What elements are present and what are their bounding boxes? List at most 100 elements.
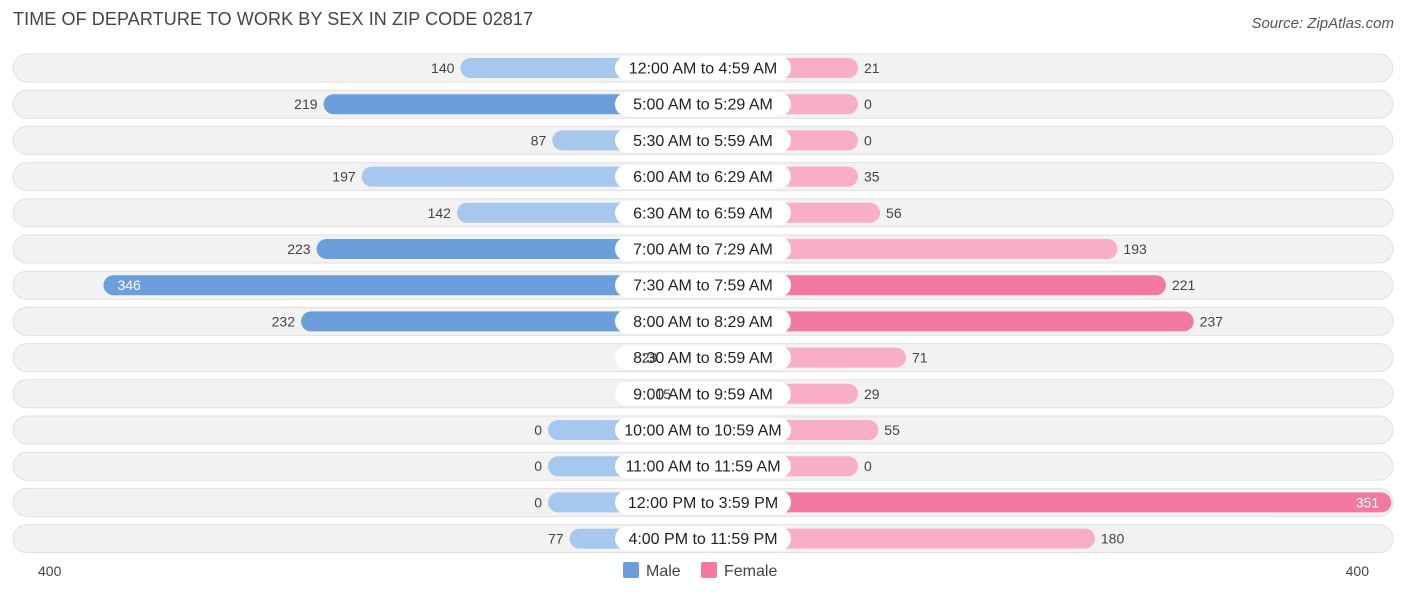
legend: Male Female — [623, 562, 777, 580]
female-value-label: 29 — [864, 386, 880, 402]
category-label: 5:30 AM to 5:59 AM — [615, 128, 791, 153]
category-label-text: 12:00 PM to 3:59 PM — [628, 495, 778, 512]
axis-right-max: 400 — [1346, 563, 1370, 579]
category-label-bg — [615, 490, 791, 515]
category-label-bg — [615, 237, 791, 261]
female-value-label: 0 — [864, 96, 872, 112]
female-value-label: 193 — [1123, 241, 1147, 257]
category-label-text: 6:00 AM to 6:29 AM — [633, 169, 773, 186]
axis-left-max: 400 — [38, 563, 62, 579]
legend-male-label: Male — [646, 563, 681, 580]
male-value-label: 77 — [548, 531, 564, 547]
row-5: 7:00 AM to 7:29 AM 223 193 — [12, 234, 1394, 264]
male-value-label: 87 — [531, 132, 547, 148]
male-bar — [301, 311, 703, 332]
category-label: 7:30 AM to 7:59 AM — [615, 273, 791, 298]
category-label-bg — [615, 56, 791, 80]
male-value-label: 0 — [534, 458, 542, 474]
category-label: 12:00 AM to 4:59 AM — [615, 56, 791, 80]
row-2: 5:30 AM to 5:59 AM 87 0 — [12, 125, 1394, 155]
category-label: 7:00 AM to 7:29 AM — [615, 237, 791, 261]
row-4: 6:30 AM to 6:59 AM 142 56 — [12, 198, 1394, 228]
legend-female-swatch — [701, 562, 717, 578]
category-label-bg — [615, 92, 791, 117]
category-label-text: 12:00 AM to 4:59 AM — [629, 61, 778, 78]
category-label: 8:00 AM to 8:29 AM — [615, 309, 791, 334]
row-12: 12:00 PM to 3:59 PM 0 351 — [12, 487, 1394, 517]
category-label: 9:00 AM to 9:59 AM — [615, 381, 791, 406]
male-value-label: 0 — [534, 494, 542, 510]
category-label-text: 7:00 AM to 7:29 AM — [633, 242, 773, 259]
category-label-bg — [615, 200, 791, 225]
row-0: 12:00 AM to 4:59 AM 140 21 — [12, 53, 1394, 83]
category-label: 4:00 PM to 11:59 PM — [615, 526, 791, 551]
female-value-label: 21 — [864, 60, 880, 76]
female-bar — [703, 275, 1166, 296]
category-label: 6:00 AM to 6:29 AM — [615, 164, 791, 189]
female-value-label: 237 — [1200, 313, 1224, 329]
male-value-label: 142 — [428, 205, 452, 221]
category-label-bg — [615, 454, 791, 479]
female-value-label: 0 — [864, 458, 872, 474]
female-value-label: 35 — [864, 169, 880, 185]
female-value-label: 180 — [1101, 531, 1125, 547]
category-label-bg — [615, 381, 791, 406]
row-6: 7:30 AM to 7:59 AM 346 221 — [12, 270, 1394, 300]
category-label-text: 5:30 AM to 5:59 AM — [633, 133, 773, 150]
category-label: 5:00 AM to 5:29 AM — [615, 92, 791, 117]
category-label: 6:30 AM to 6:59 AM — [615, 200, 791, 225]
category-label: 8:30 AM to 8:59 AM — [615, 345, 791, 370]
category-label-text: 9:00 AM to 9:59 AM — [633, 386, 773, 403]
row-13: 4:00 PM to 11:59 PM 77 180 — [12, 524, 1394, 554]
male-value-label: 346 — [117, 277, 141, 293]
legend-male-swatch — [623, 562, 639, 578]
category-label: 11:00 AM to 11:59 AM — [615, 454, 791, 479]
category-label-text: 11:00 AM to 11:59 AM — [625, 459, 780, 476]
category-label-text: 8:30 AM to 8:59 AM — [633, 350, 773, 367]
category-label: 10:00 AM to 10:59 AM — [615, 418, 791, 442]
male-bar — [323, 94, 703, 115]
male-bar — [103, 275, 703, 296]
male-value-label: 15 — [655, 386, 671, 402]
row-7: 8:00 AM to 8:29 AM 232 237 — [12, 306, 1394, 336]
category-label-text: 8:00 AM to 8:29 AM — [633, 314, 773, 331]
category-label-text: 7:30 AM to 7:59 AM — [633, 278, 773, 295]
rows-layer: 12:00 AM to 4:59 AM 140 21 5:00 AM to 5:29 … — [12, 53, 1394, 554]
row-10: 10:00 AM to 10:59 AM 0 55 — [12, 415, 1394, 445]
male-value-label: 197 — [332, 169, 356, 185]
category-label: 12:00 PM to 3:59 PM — [615, 490, 791, 515]
category-label-text: 6:30 AM to 6:59 AM — [633, 205, 773, 222]
row-3: 6:00 AM to 6:29 AM 197 35 — [12, 162, 1394, 192]
category-label-bg — [615, 128, 791, 153]
chart-title: TIME OF DEPARTURE TO WORK BY SEX IN ZIP … — [13, 9, 534, 29]
female-value-label: 0 — [864, 132, 872, 148]
category-label-text: 10:00 AM to 10:59 AM — [624, 423, 781, 440]
category-label-text: 4:00 PM to 11:59 PM — [628, 531, 777, 548]
female-value-label: 351 — [1356, 494, 1380, 510]
category-label-bg — [615, 345, 791, 370]
female-value-label: 56 — [886, 205, 902, 221]
category-label-text: 5:00 AM to 5:29 AM — [633, 97, 773, 114]
male-value-label: 219 — [294, 96, 318, 112]
category-label-bg — [615, 309, 791, 334]
female-value-label: 71 — [912, 350, 928, 366]
female-value-label: 55 — [884, 422, 900, 438]
male-value-label: 23 — [642, 350, 658, 366]
male-value-label: 232 — [272, 313, 296, 329]
male-bar — [316, 239, 703, 259]
female-bar — [703, 528, 1095, 549]
row-1: 5:00 AM to 5:29 AM 219 0 — [12, 89, 1394, 119]
category-label-bg — [615, 418, 791, 442]
male-value-label: 140 — [431, 60, 455, 76]
category-label-bg — [615, 164, 791, 189]
row-11: 11:00 AM to 11:59 AM 0 0 — [12, 451, 1394, 481]
legend-female-label: Female — [724, 563, 777, 580]
chart-source: Source: ZipAtlas.com — [1251, 15, 1394, 32]
female-bar — [703, 311, 1194, 332]
female-value-label: 221 — [1172, 277, 1196, 293]
female-bar — [703, 492, 1392, 513]
female-bar — [703, 239, 1118, 259]
